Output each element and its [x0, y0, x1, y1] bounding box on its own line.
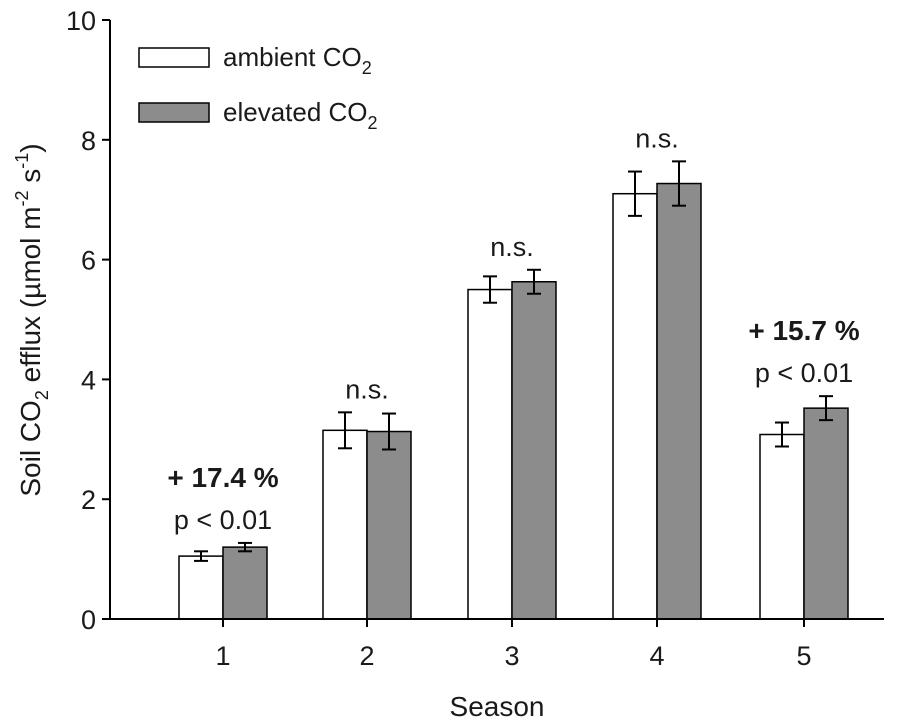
bar-elevated-season-5 — [803, 407, 849, 620]
error-bar-elevated-season-2 — [382, 412, 396, 451]
legend-item: elevated CO2 — [138, 97, 378, 133]
annotation-not-significant: n.s. — [490, 232, 534, 262]
annotation-not-significant: n.s. — [345, 374, 389, 404]
x-tick-label: 2 — [359, 641, 374, 671]
error-bar-ambient-season-5 — [775, 421, 789, 448]
error-bar-elevated-season-1 — [238, 541, 252, 553]
legend-label: ambient CO2 — [223, 42, 372, 78]
y-tick-label: 10 — [66, 6, 96, 36]
legend: ambient CO2 elevated CO2 — [138, 42, 378, 133]
annotation-not-significant: n.s. — [635, 123, 679, 153]
y-axis-title: Soil CO2 efflux (µmol m-2 s-1) — [12, 143, 52, 496]
y-tick-label: 8 — [81, 126, 96, 156]
bar-elevated-season-4 — [656, 182, 702, 620]
legend-item: ambient CO2 — [138, 42, 372, 78]
x-tick-label: 5 — [796, 641, 811, 671]
annotation-percent-change: + 17.4 % — [167, 462, 278, 493]
x-ticks-layer: 1 2 3 4 5 — [215, 619, 812, 671]
error-bar-ambient-season-1 — [194, 550, 208, 562]
y-ticks-layer: 0 2 4 6 8 10 — [66, 6, 110, 635]
annotation-p-value: p < 0.01 — [174, 505, 272, 535]
bar-ambient-season-5 — [759, 433, 805, 620]
error-bar-ambient-season-4 — [628, 170, 642, 217]
legend-swatch — [138, 102, 210, 123]
error-bars-layer — [194, 160, 833, 562]
bar-ambient-season-4 — [612, 192, 658, 620]
annotation-p-value: p < 0.01 — [755, 358, 853, 388]
bar-elevated-season-2 — [366, 430, 412, 620]
legend-swatch — [138, 47, 210, 68]
x-tick-label: 1 — [215, 641, 230, 671]
x-tick-label: 4 — [649, 641, 664, 671]
x-axis-title: Season — [450, 691, 545, 722]
bar-ambient-season-1 — [178, 555, 224, 620]
axes-layer — [109, 20, 884, 620]
bar-ambient-season-3 — [467, 288, 513, 620]
annotations-layer: + 17.4 % p < 0.01 n.s. n.s. n.s. + 15.7 % p < … — [167, 123, 859, 535]
bar-elevated-season-3 — [511, 281, 557, 620]
y-tick-label: 2 — [81, 485, 96, 515]
y-tick-label: 4 — [81, 365, 96, 395]
y-tick-label: 0 — [81, 605, 96, 635]
x-tick-label: 3 — [504, 641, 519, 671]
legend-label: elevated CO2 — [223, 97, 378, 133]
error-bar-elevated-season-3 — [527, 268, 541, 295]
annotation-percent-change: + 15.7 % — [748, 315, 859, 346]
bar-ambient-season-2 — [322, 429, 368, 620]
error-bar-elevated-season-4 — [672, 160, 686, 207]
y-tick-label: 6 — [81, 246, 96, 276]
bar-elevated-season-1 — [222, 546, 268, 620]
error-bar-ambient-season-2 — [338, 411, 352, 450]
error-bar-elevated-season-5 — [819, 395, 833, 422]
error-bar-ambient-season-3 — [483, 275, 497, 304]
